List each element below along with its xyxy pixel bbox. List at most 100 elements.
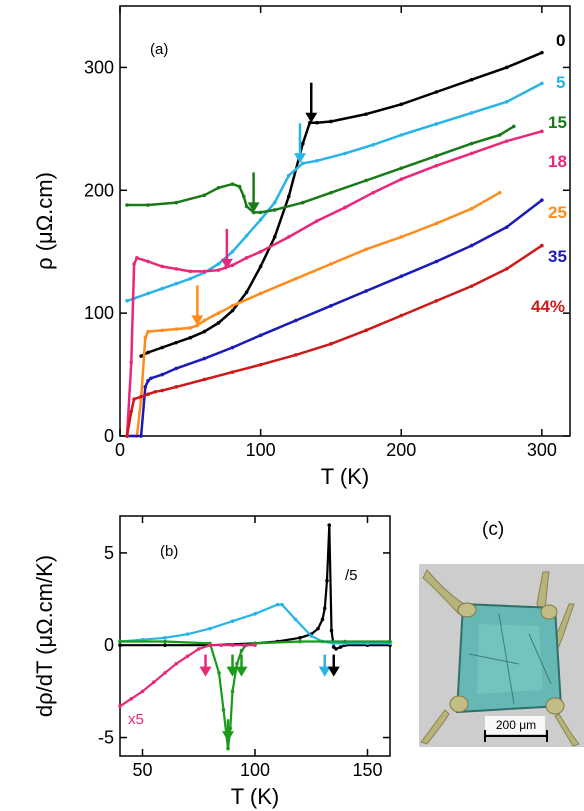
x-tick-label: 100 <box>240 760 270 780</box>
y-tick-label: 5 <box>104 543 114 563</box>
data-point <box>244 233 249 238</box>
data-point <box>237 184 242 189</box>
data-point <box>174 267 179 271</box>
x-tick-label: 50 <box>132 760 152 780</box>
data-point <box>219 643 224 648</box>
data-point <box>322 606 327 611</box>
data-point <box>399 177 404 182</box>
data-point <box>202 318 207 323</box>
data-point <box>174 281 179 286</box>
data-point <box>163 671 167 675</box>
data-point <box>202 269 207 274</box>
x-tick-label: 100 <box>246 440 276 460</box>
arrow-head <box>294 153 306 164</box>
data-point <box>216 321 221 325</box>
data-point <box>174 327 179 331</box>
x-tick-label: 300 <box>527 440 557 460</box>
series-line-2 <box>120 640 390 750</box>
data-point <box>188 326 193 330</box>
data-point <box>160 286 164 291</box>
data-point <box>293 617 298 622</box>
data-point <box>132 397 136 401</box>
data-point <box>253 612 257 616</box>
data-point <box>364 289 368 293</box>
series-annotation: x5 <box>128 711 144 728</box>
data-point <box>258 291 263 296</box>
data-point <box>434 163 439 168</box>
data-point <box>163 643 167 648</box>
data-point <box>434 122 439 126</box>
data-point <box>540 81 544 86</box>
data-point <box>125 203 129 207</box>
data-point <box>258 217 263 222</box>
data-point <box>129 409 134 414</box>
data-point <box>329 262 333 266</box>
y-tick-label: 0 <box>104 635 114 655</box>
data-point <box>230 303 235 308</box>
data-point <box>230 263 235 268</box>
series-label: 44% <box>531 297 565 316</box>
data-point <box>540 243 544 248</box>
data-point <box>129 360 134 365</box>
data-point <box>371 190 375 195</box>
data-point <box>399 102 404 107</box>
data-point <box>230 643 235 648</box>
data-point <box>202 377 207 382</box>
data-point <box>343 639 347 644</box>
data-point <box>469 284 474 288</box>
data-point <box>315 159 319 163</box>
data-point <box>301 141 305 146</box>
data-point <box>241 194 246 199</box>
data-point <box>188 276 193 281</box>
y-axis-label: ρ (μΩ.cm) <box>32 172 57 270</box>
data-point <box>540 198 544 202</box>
data-point <box>364 328 368 333</box>
series-annotation: /5 <box>345 567 358 584</box>
data-point <box>217 671 221 675</box>
data-point <box>258 210 263 215</box>
data-point <box>329 190 333 195</box>
data-point <box>469 111 474 115</box>
y-tick-label: 0 <box>104 426 114 446</box>
panel-a: 0 100 200 300 0 100 200 300 T (K) ρ (μΩ.cm) (a) 0 5 1… <box>32 5 571 489</box>
data-point <box>153 389 157 394</box>
y-tick-label: 200 <box>84 180 114 200</box>
data-point <box>258 264 263 269</box>
data-point <box>293 276 298 281</box>
data-point <box>230 249 235 254</box>
data-point <box>239 648 244 653</box>
data-point <box>228 726 233 731</box>
x-tick-label: 200 <box>386 440 416 460</box>
data-point <box>230 689 235 694</box>
data-point <box>188 335 193 340</box>
data-point <box>434 299 439 303</box>
data-point <box>511 124 516 129</box>
data-point <box>244 204 249 209</box>
data-point <box>195 323 200 328</box>
data-point <box>202 329 207 334</box>
data-point <box>129 696 134 701</box>
data-point <box>399 313 404 318</box>
x-tick-label: 150 <box>352 760 382 780</box>
data-point <box>434 154 439 158</box>
arrow-head <box>191 315 204 326</box>
series-line-5 <box>127 199 543 438</box>
x-tick-label: 0 <box>115 440 125 460</box>
data-point <box>230 182 235 186</box>
data-point <box>315 120 319 125</box>
data-point <box>174 200 179 205</box>
panel-c-label: (c) <box>482 519 505 540</box>
x-axis-label: T (K) <box>321 464 369 489</box>
scalebar-label: 200 μm <box>496 718 536 732</box>
data-point <box>469 243 474 248</box>
data-point <box>208 626 212 631</box>
data-point <box>146 259 150 264</box>
series-label: 35 <box>548 247 567 266</box>
arrow-head <box>220 258 233 269</box>
data-point <box>143 385 148 389</box>
data-point <box>272 235 277 239</box>
data-point <box>286 235 291 239</box>
data-point <box>364 247 368 252</box>
data-point <box>298 636 302 640</box>
series-label: 5 <box>556 73 565 92</box>
